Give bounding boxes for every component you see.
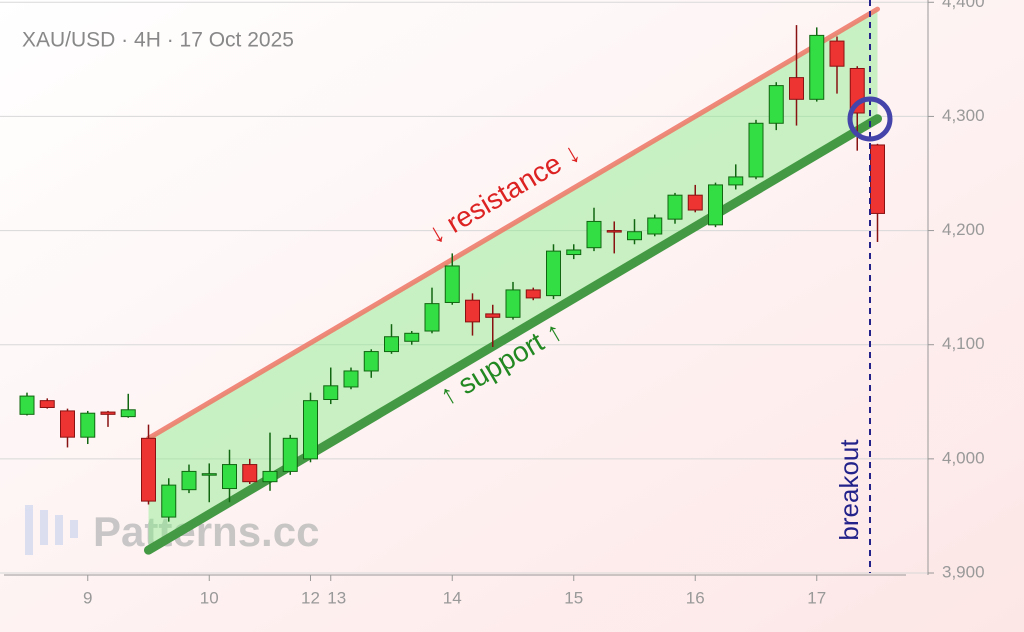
candle-body [708,184,723,226]
x-tick-label: 15 [564,588,583,607]
candle-body [60,410,75,438]
candle-body [262,470,278,483]
candle-body [586,220,602,249]
x-tick-label: 12 [301,588,320,607]
candle-body [363,351,379,372]
x-tick-label: 16 [686,588,705,607]
candle-body [809,34,825,100]
candle-body [505,289,521,318]
watermark-icon [25,505,78,555]
candle-body [282,437,298,472]
x-tick-label: 9 [83,588,92,607]
candle-body [39,400,55,408]
candle-body [19,395,35,415]
x-tick-label: 14 [443,588,462,607]
candle-body [566,249,582,256]
candle-body [627,231,642,241]
candle-body [789,77,804,100]
candle-body [768,85,784,124]
candle-body [606,230,622,233]
chart-title: XAU/USD · 4H · 17 Oct 2025 [22,29,294,52]
candle-body [525,289,541,299]
candle-body [80,412,96,438]
x-tick-label: 13 [327,588,346,607]
candle-body [870,144,885,214]
candle-body [303,400,318,460]
candle-body [424,303,440,332]
candle-body [222,464,237,490]
breakout-circle [847,96,893,142]
candle-body [748,122,764,178]
candle-body [485,313,501,318]
candle-body [667,194,683,220]
candle-body [647,217,663,235]
candle-body [687,194,703,211]
resistance-line [146,6,880,441]
candle-body [120,409,136,418]
candle-body [242,464,258,483]
candle-body [181,470,197,491]
candle-body [829,40,845,67]
y-tick-label: 4,400 [942,0,985,11]
y-tick-label: 4,200 [942,220,985,239]
x-tick-label: 10 [200,588,219,607]
candle-body [465,299,480,323]
candle-body [728,176,744,186]
candle-body [323,385,339,401]
candle-body [343,370,359,388]
x-tick-label: 17 [807,588,826,607]
candle-body [100,411,116,415]
channel-fill [148,9,878,551]
candle-body [404,332,420,342]
candle-body [201,473,217,476]
breakout-label: breakout [834,439,864,541]
y-tick-label: 4,300 [942,106,985,125]
y-tick-label: 4,000 [942,448,985,467]
candle-body [161,484,177,518]
y-tick-label: 3,900 [942,562,985,581]
candle-body [546,250,561,297]
candle-body [384,336,399,353]
y-tick-label: 4,100 [942,334,985,353]
candle-body [141,437,156,502]
candle-body [444,265,460,303]
